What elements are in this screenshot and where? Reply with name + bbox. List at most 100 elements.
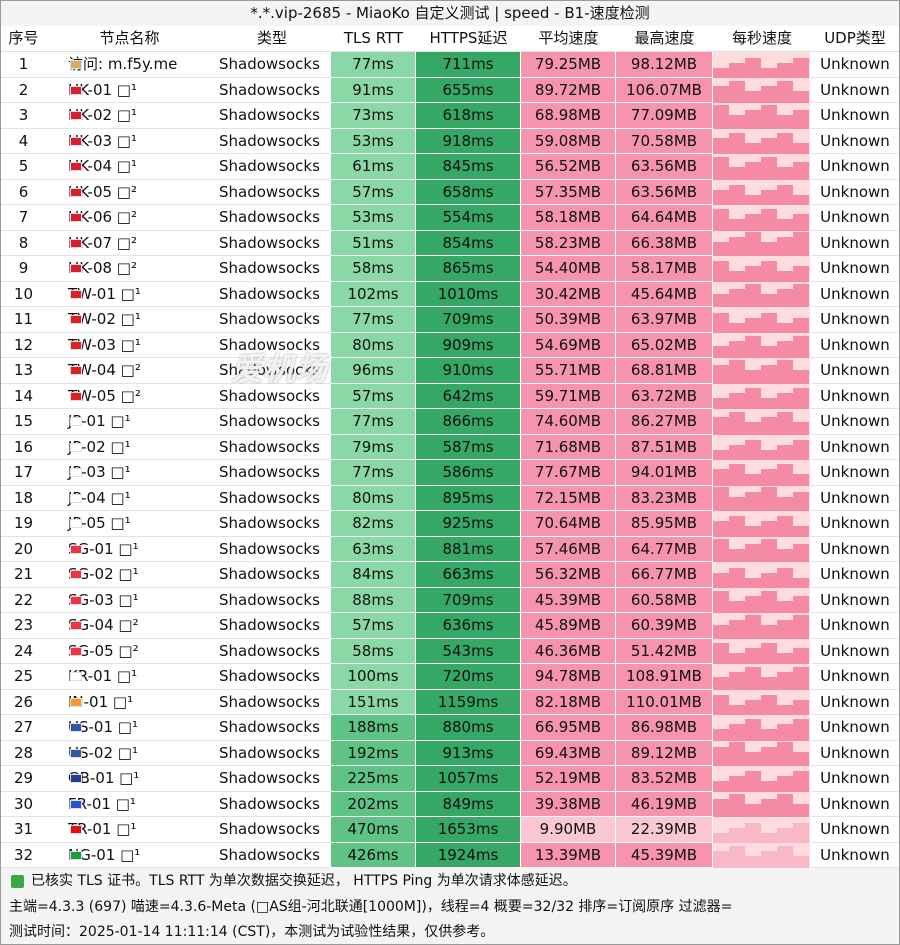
speed-graph-bar — [745, 388, 761, 409]
cell: 57.35MB — [521, 179, 616, 205]
cell: 9.90MB — [521, 817, 616, 843]
cell: JP-03 □¹ — [68, 463, 131, 481]
speed-graph-bar — [761, 138, 777, 154]
speed-graph-bar — [761, 242, 777, 256]
speed-graph-bar — [713, 832, 729, 843]
cell: JP-01 □¹ — [68, 412, 131, 430]
cell: Shadowsocks — [219, 641, 320, 660]
footer-line: 主端=4.3.3 (697) 喵速=4.3.6-Meta (□AS组-河北联通[… — [9, 898, 733, 915]
cell: 2 — [18, 80, 29, 99]
cell: 57ms — [331, 179, 416, 205]
speed-graph-bar — [745, 109, 761, 129]
cell: 57ms — [331, 613, 416, 639]
cell: Unknown — [820, 488, 890, 507]
flag-icon — [70, 238, 82, 248]
speed-graph-bar — [761, 450, 777, 460]
cell: GB-01 □¹ — [68, 769, 140, 787]
cell: 865ms — [416, 256, 521, 282]
speed-graph-bar — [745, 232, 761, 256]
speed-graph-bar — [777, 237, 793, 256]
cell: JP-04 □¹ — [68, 488, 131, 507]
flag-icon — [70, 595, 82, 605]
flag-icon — [70, 417, 82, 426]
speed-graph-bar — [745, 614, 761, 639]
cell: 61ms — [331, 154, 416, 180]
cell: 709ms — [416, 587, 521, 613]
cell: 910ms — [416, 358, 521, 384]
cell: HK-08 □² — [68, 259, 137, 277]
cell: Shadowsocks — [219, 310, 320, 328]
cell: 54.40MB — [521, 256, 616, 282]
cell: 52.19MB — [521, 766, 616, 792]
speed-graph — [713, 383, 811, 409]
speed-graph-bar — [713, 520, 729, 537]
cell: 68.81MB — [616, 358, 713, 384]
cell: Unknown — [820, 412, 890, 430]
cell: 访问: m.f5y.me — [68, 55, 178, 73]
flag-icon — [70, 850, 82, 860]
cell: 100ms — [331, 664, 416, 690]
flag-icon — [70, 799, 82, 809]
flag-icon — [70, 391, 82, 401]
speed-graph-bar — [777, 445, 793, 460]
speed-graph-bar — [761, 572, 777, 588]
speed-graph-bar — [777, 185, 793, 205]
cell: 663ms — [416, 562, 521, 588]
cell: 66.77MB — [616, 562, 713, 588]
cell: 9 — [18, 259, 29, 277]
cell: 655ms — [416, 77, 521, 103]
cell: Shadowsocks — [219, 208, 320, 226]
speed-graph-bar — [777, 62, 793, 78]
cell: Shadowsocks — [219, 743, 320, 762]
speed-graph-bar — [761, 208, 777, 231]
speed-graph-bar — [777, 218, 793, 231]
cell: 618ms — [416, 103, 521, 129]
cell: 7 — [18, 208, 29, 226]
speed-graph-bar — [761, 416, 777, 435]
speed-graph-bar — [713, 539, 729, 562]
cell: 82.18MB — [521, 689, 616, 715]
cell: Shadowsocks — [219, 590, 320, 609]
cell: 23 — [13, 616, 34, 634]
cell: 709ms — [416, 307, 521, 333]
cell: 79.25MB — [521, 52, 616, 78]
speed-graph-bar — [777, 601, 793, 613]
speed-graph-bar — [793, 752, 809, 766]
cell: 909ms — [416, 332, 521, 358]
speed-graph-bar — [745, 57, 761, 78]
cell: Shadowsocks — [219, 437, 320, 456]
cell: 12 — [13, 335, 34, 354]
cell: 89.72MB — [521, 77, 616, 103]
cell: 27 — [13, 718, 34, 736]
cell: 45.39MB — [521, 587, 616, 613]
cell: SG-01 □¹ — [68, 539, 139, 558]
speed-graph-bar — [729, 567, 745, 588]
column-header: HTTPS延迟 — [416, 26, 521, 52]
cell: Shadowsocks — [219, 769, 320, 787]
cell: 16 — [13, 437, 34, 456]
speed-graph-bar — [713, 156, 729, 180]
speed-graph-bar — [729, 322, 745, 333]
speed-graph-bar — [761, 312, 777, 333]
speed-graph-bar — [713, 416, 729, 435]
cell: 70.64MB — [521, 511, 616, 537]
cell: 86.98MB — [616, 715, 713, 741]
cell: 77ms — [331, 52, 416, 78]
flag-icon — [70, 570, 82, 579]
speed-graph-bar — [745, 577, 761, 588]
speed-graph-bar — [713, 487, 729, 511]
speed-graph — [713, 77, 811, 103]
cell: 854ms — [416, 230, 521, 256]
speed-graph-bar — [729, 81, 745, 103]
speed-graph-bar — [729, 619, 745, 639]
speed-graph-bar — [793, 440, 809, 460]
cell: FR-01 □¹ — [68, 794, 136, 813]
speed-graph-bar — [761, 86, 777, 103]
speed-graph-bar — [777, 359, 793, 384]
speed-graph-bar — [777, 671, 793, 690]
cell: 54.69MB — [521, 332, 616, 358]
speed-graph-bar — [761, 624, 777, 639]
cell: 24 — [13, 641, 34, 660]
cell: 30.42MB — [521, 281, 616, 307]
cell: Unknown — [820, 437, 890, 456]
